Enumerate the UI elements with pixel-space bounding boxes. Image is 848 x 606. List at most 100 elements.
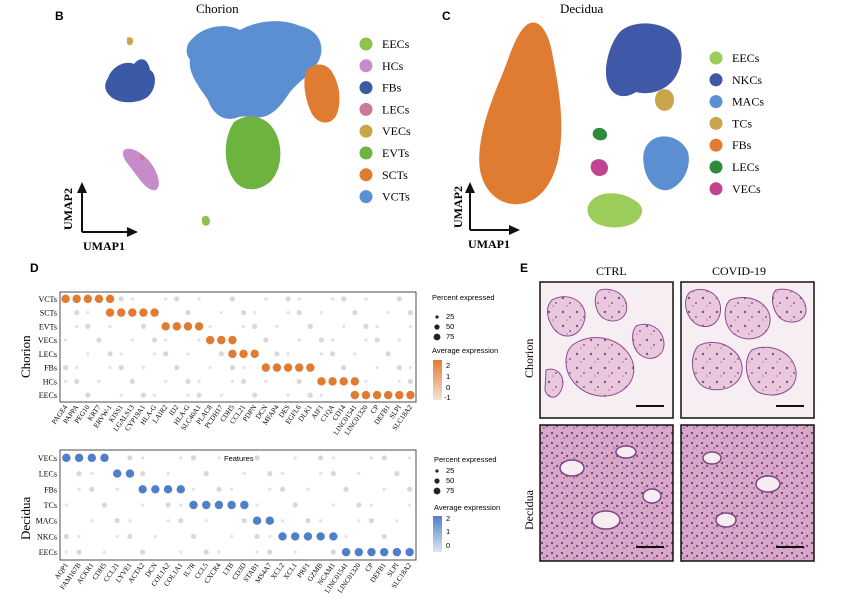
chorion-percent-title: Percent expressed — [432, 293, 495, 302]
chorion-dot — [105, 294, 115, 304]
chorion-dot — [152, 352, 157, 356]
chorion-dot — [208, 366, 212, 370]
decidua-dot — [179, 456, 183, 460]
panel-c: C Decidua UMAP2 UMAP1 EECs NKCs MACs TCs FBs… — [442, 1, 764, 251]
decidua-dot — [408, 503, 412, 507]
decidua-dot — [230, 534, 234, 539]
decidua-dot — [179, 503, 183, 507]
chorion-dot — [230, 379, 235, 383]
decidua-avg-tick-1: 1 — [446, 527, 450, 536]
decidua-dot — [292, 502, 298, 508]
decidua-dot — [252, 516, 262, 525]
chorion-dot — [263, 337, 269, 343]
chorion-dot — [75, 324, 79, 328]
decidua-dot — [74, 453, 84, 463]
chorion-legend-label: SCTs — [382, 168, 408, 182]
chorion-dot — [375, 324, 379, 328]
chorion-dot — [174, 296, 180, 302]
decidua-legend-swatch — [709, 138, 723, 152]
chorion-dot — [152, 393, 157, 397]
decidua-avg-tick-2: 2 — [446, 514, 450, 523]
chorion-dot — [283, 363, 293, 372]
decidua-dot — [113, 469, 122, 478]
chorion-dot — [328, 377, 337, 386]
panel-d: D Chorion VCTs SCTs EVTs VECs LECs FBs HCs EECs… — [18, 261, 500, 595]
chorion-legend-label: EVTs — [382, 146, 409, 160]
panel-letter-e: E — [520, 261, 528, 275]
chorion-dot — [272, 363, 282, 372]
panel-b: B Chorion UMAP2 UMAP1 EECs HCs FBs LECs VECs… — [55, 1, 411, 253]
chorion-dot — [330, 297, 335, 301]
decidua-legend-label: FBs — [732, 138, 752, 152]
decidua-dot — [190, 533, 197, 540]
chorion-dot — [363, 323, 369, 329]
decidua-percent-dot-25 — [435, 469, 439, 473]
decidua-legend-label: MACs — [732, 95, 764, 109]
decidua-dot — [230, 487, 234, 491]
chorion-percent-50: 50 — [446, 322, 454, 331]
cluster-lecs-decidua — [592, 127, 608, 141]
chorion-dot — [96, 337, 102, 343]
decidua-dot — [190, 455, 197, 461]
histology-ctrl-chorion — [539, 281, 674, 419]
chorion-dot — [261, 363, 271, 372]
chorion-row-label: VCTs — [38, 295, 57, 304]
cluster-evts — [225, 116, 281, 190]
chorion-dot — [208, 324, 212, 328]
chorion-dot — [264, 379, 268, 383]
chorion-dot — [286, 311, 290, 315]
chorion-dot — [407, 378, 414, 384]
umap-title-decidua: Decidua — [560, 1, 604, 16]
decidua-dot — [268, 487, 272, 491]
chorion-dot — [386, 311, 390, 315]
chorion-legend-swatch — [359, 168, 373, 182]
decidua-dot — [127, 455, 133, 461]
chorion-dot — [307, 392, 313, 398]
decidua-dot — [77, 534, 81, 539]
decidua-dot — [369, 456, 374, 460]
chorion-dot — [375, 366, 379, 370]
decidua-percent-50: 50 — [446, 476, 454, 485]
chorion-dot — [197, 338, 201, 342]
histology-row-decidua: Decidua — [522, 489, 536, 530]
chorion-percent-75: 75 — [446, 332, 454, 341]
umap-y-label-decidua: UMAP2 — [451, 186, 465, 228]
chorion-dot — [350, 377, 360, 386]
decidua-row-label: NKCs — [37, 532, 57, 541]
chorion-dot — [105, 308, 115, 317]
decidua-dot — [140, 470, 146, 477]
decidua-percent-25: 25 — [446, 466, 454, 475]
decidua-gene-label: XCL1 — [282, 561, 299, 581]
chorion-dot — [307, 323, 313, 329]
decidua-dot — [354, 547, 363, 557]
chorion-legend-label: FBs — [382, 81, 402, 95]
decidua-dot — [392, 547, 402, 557]
decidua-dot — [382, 487, 386, 491]
cluster-lecs — [140, 155, 145, 161]
chorion-legend-label: EECs — [382, 37, 410, 51]
chorion-dot — [396, 296, 402, 302]
decidua-legend-swatch — [709, 116, 723, 130]
chorion-legend-label: LECs — [382, 102, 410, 116]
chorion-dot — [85, 392, 91, 398]
decidua-dot — [408, 456, 412, 460]
decidua-dot — [216, 486, 222, 492]
chorion-legend-label: VECs — [382, 124, 411, 138]
chorion-dot — [306, 363, 315, 372]
chorion-dot — [297, 338, 301, 342]
cluster-eecs — [202, 215, 210, 226]
chorion-dot — [408, 366, 413, 370]
chorion-dot — [129, 378, 135, 384]
dotplot-decidua-group-label: Decidua — [18, 496, 33, 540]
chorion-dot — [108, 324, 112, 328]
decidua-dot — [318, 455, 324, 461]
chorion-dot — [185, 378, 191, 384]
decidua-dot — [306, 487, 310, 491]
chorion-dot — [164, 338, 168, 342]
decidua-dot — [166, 519, 170, 523]
chorion-dot — [319, 311, 324, 315]
chorion-dot — [364, 297, 368, 301]
chorion-dot — [318, 337, 325, 343]
decidua-percent-75: 75 — [446, 486, 454, 495]
chorion-dot — [408, 324, 413, 328]
